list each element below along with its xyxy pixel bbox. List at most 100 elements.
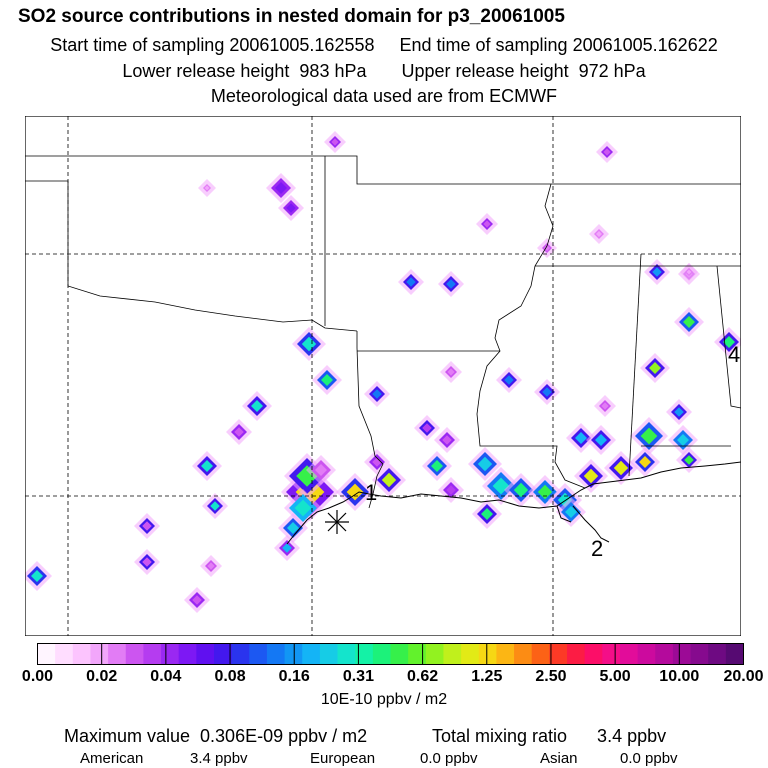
concentration-core	[537, 484, 553, 500]
concentration-core	[294, 499, 312, 517]
concentration-core	[677, 434, 689, 446]
source-contribution-map[interactable]: 1 2 4	[25, 116, 741, 636]
concentration-core	[565, 506, 577, 518]
concentration-core	[613, 460, 629, 476]
concentration-core	[372, 457, 382, 467]
concentration-core	[207, 562, 215, 570]
colorbar-tick-label: 0.62	[407, 668, 439, 685]
map-background	[25, 116, 741, 636]
colorbar-cell	[672, 643, 691, 665]
colorbar-cell	[284, 643, 303, 665]
concentration-core	[442, 435, 452, 445]
european-label: European	[310, 750, 376, 767]
colorbar-cell	[178, 643, 197, 665]
colorbar-cell	[602, 643, 621, 665]
concentration-core	[275, 182, 287, 194]
colorbar-cell	[372, 643, 391, 665]
concentration-core	[683, 316, 695, 328]
colorbar-cell	[319, 643, 338, 665]
concentration-core	[406, 277, 416, 287]
colorbar-tick-label: 0.16	[278, 668, 310, 685]
concentration-core	[234, 427, 244, 437]
colorbar-cell	[549, 643, 568, 665]
colorbar-cell	[266, 643, 285, 665]
concentration-core	[251, 400, 263, 412]
concentration-core	[483, 220, 491, 228]
colorbar-units: 10E-10 ppbv / m2	[320, 691, 448, 708]
concentration-core	[431, 460, 443, 472]
concentration-core	[674, 407, 684, 417]
concentration-core	[583, 468, 599, 484]
concentration-core	[492, 477, 510, 495]
colorbar-cell	[725, 643, 744, 665]
colorbar-tick-label: 5.00	[599, 668, 631, 685]
concentration-core	[372, 389, 382, 399]
colorbar-cell	[461, 643, 480, 665]
concentration-core	[201, 460, 213, 472]
concentration-core	[481, 508, 493, 520]
colorbar-tick-label: 10.00	[659, 668, 700, 685]
colorbar-cell	[690, 643, 709, 665]
european-value: 0.0 ppbv	[420, 750, 478, 767]
marker-1: 1	[365, 480, 377, 505]
colorbar-cell	[637, 643, 656, 665]
colorbar-cell	[478, 643, 497, 665]
concentration-core	[601, 402, 609, 410]
colorbar-cell	[37, 643, 56, 665]
total-mixing-ratio: Total mixing ratio 3.4 ppbv	[432, 726, 667, 746]
colorbar-cell	[619, 643, 638, 665]
colorbar-cell	[196, 643, 215, 665]
page-title: SO2 source contributions in nested domai…	[18, 6, 565, 27]
concentration-core	[544, 245, 550, 251]
colorbar-cell	[514, 643, 533, 665]
concentration-core	[649, 362, 661, 374]
colorbar-cell	[355, 643, 374, 665]
concentration-core	[504, 375, 514, 385]
sampling-time-line: Start time of sampling 20061005.162558 E…	[50, 35, 718, 55]
american-label: American	[80, 750, 144, 767]
colorbar-cell	[567, 643, 586, 665]
concentration-core	[684, 455, 694, 465]
colorbar-cell	[302, 643, 321, 665]
colorbar-cell	[531, 643, 550, 665]
meteorology-source-line: Meteorological data used are from ECMWF	[210, 86, 558, 106]
colorbar-cell	[655, 643, 674, 665]
concentration-core	[652, 267, 662, 277]
concentration-core	[381, 472, 397, 488]
concentration-core	[331, 138, 339, 146]
colorbar	[37, 643, 744, 665]
colorbar-tick-label: 0.04	[150, 668, 182, 685]
colorbar-cell	[390, 643, 409, 665]
concentration-core	[640, 427, 658, 445]
concentration-core	[210, 501, 220, 511]
colorbar-cell	[408, 643, 427, 665]
concentration-core	[422, 423, 432, 433]
concentration-core	[31, 570, 43, 582]
concentration-core	[513, 482, 529, 498]
concentration-core	[639, 456, 651, 468]
colorbar-tick-label: 1.25	[471, 668, 503, 685]
colorbar-tick-label: 0.31	[342, 668, 374, 685]
colorbar-cell	[496, 643, 515, 665]
colorbar-cell	[90, 643, 109, 665]
concentration-core	[446, 279, 456, 289]
concentration-core	[315, 464, 327, 476]
colorbar-tick-label: 0.08	[214, 668, 246, 685]
marker-2: 2	[591, 536, 603, 561]
colorbar-cell	[708, 643, 727, 665]
concentration-core	[321, 374, 333, 386]
colorbar-cell	[55, 643, 74, 665]
colorbar-cell	[143, 643, 162, 665]
colorbar-cell	[125, 643, 144, 665]
colorbar-cell	[72, 643, 91, 665]
coastline	[286, 461, 741, 545]
colorbar-tick-label: 2.50	[535, 668, 567, 685]
colorbar-cell	[584, 643, 603, 665]
colorbar-cell	[249, 643, 268, 665]
concentration-core	[477, 456, 493, 472]
concentration-core	[542, 387, 552, 397]
concentration-core	[575, 432, 587, 444]
concentration-core	[301, 336, 317, 352]
concentration-core	[595, 434, 607, 446]
american-value: 3.4 ppbv	[190, 750, 248, 767]
